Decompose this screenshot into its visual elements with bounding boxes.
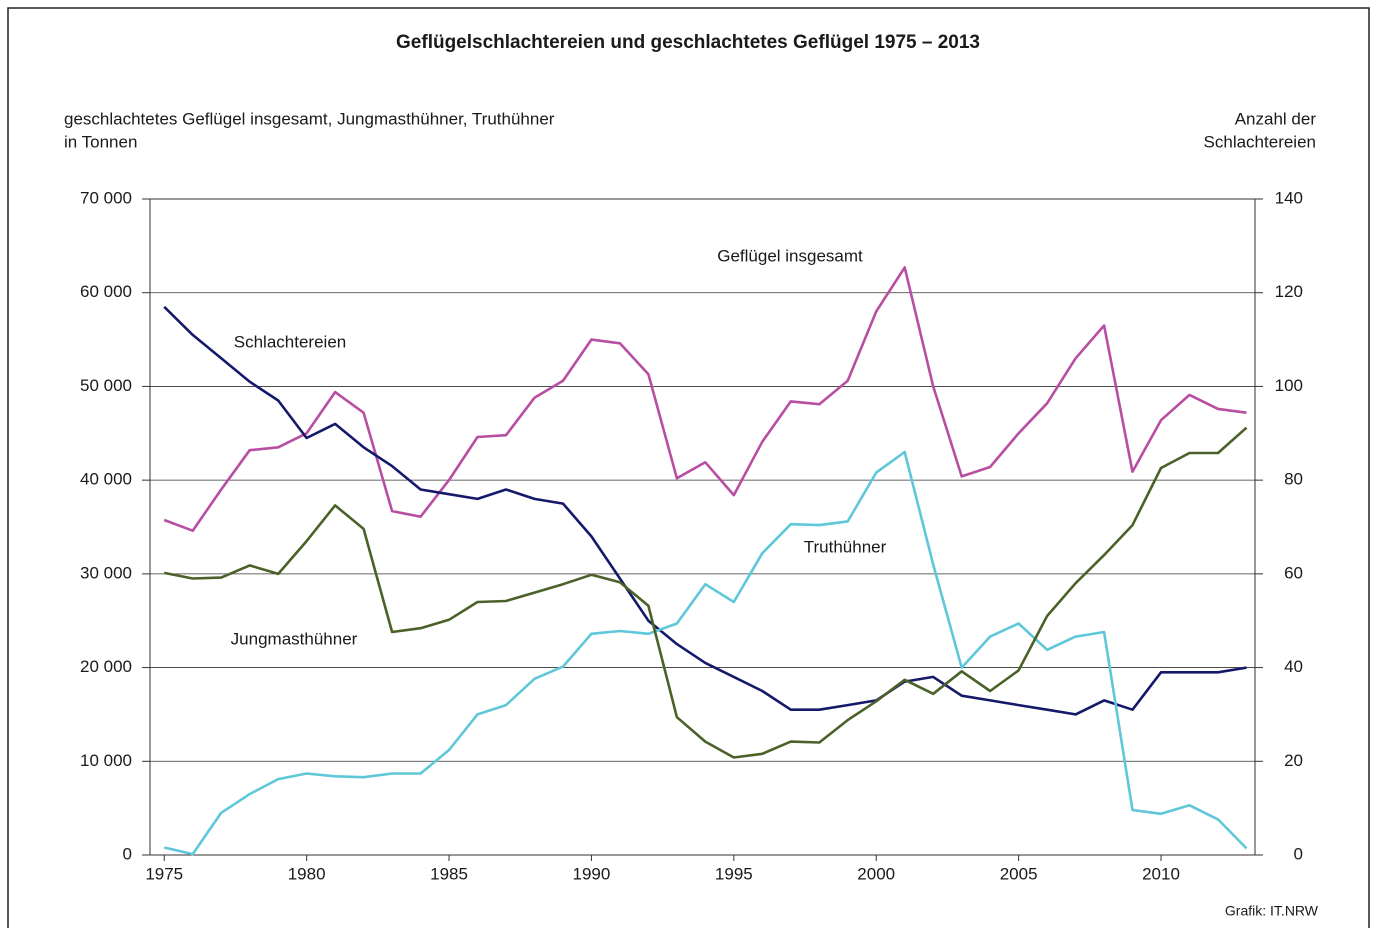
x-tick-label: 2010 bbox=[1142, 864, 1180, 883]
series-label: Schlachtereien bbox=[234, 332, 346, 351]
y2-tick-label: 140 bbox=[1275, 188, 1303, 207]
y2-axis-label: Schlachtereien bbox=[1204, 132, 1316, 151]
series-line bbox=[163, 305, 1247, 716]
y2-tick-label: 100 bbox=[1275, 376, 1303, 395]
x-tick-label: 1980 bbox=[288, 864, 326, 883]
series-label: Jungmasthühner bbox=[231, 629, 358, 648]
y-axis-label: in Tonnen bbox=[64, 132, 137, 151]
y-tick-label: 50 000 bbox=[80, 376, 132, 395]
y2-tick-label: 20 bbox=[1284, 751, 1303, 770]
y-axis-label: geschlachtetes Geflügel insgesamt, Jungm… bbox=[64, 109, 555, 128]
series-label: Geflügel insgesamt bbox=[717, 246, 863, 265]
y2-tick-label: 0 bbox=[1294, 844, 1303, 863]
plot-border bbox=[149, 198, 1256, 856]
frame bbox=[7, 7, 1370, 928]
y2-tick-label: 40 bbox=[1284, 657, 1303, 676]
y-tick-label: 0 bbox=[123, 844, 132, 863]
x-tick-label: 1985 bbox=[430, 864, 468, 883]
y-tick-label: 70 000 bbox=[80, 188, 132, 207]
y2-tick-label: 60 bbox=[1284, 563, 1303, 582]
x-tick-label: 1990 bbox=[573, 864, 611, 883]
series-line bbox=[163, 266, 1247, 532]
series-line bbox=[163, 426, 1248, 759]
y-tick-label: 10 000 bbox=[80, 751, 132, 770]
chart-title: Geflügelschlachtereien und geschlachtete… bbox=[396, 32, 980, 53]
x-tick-label: 2005 bbox=[1000, 864, 1038, 883]
y-tick-label: 40 000 bbox=[80, 470, 132, 489]
series-line bbox=[163, 450, 1248, 856]
x-tick-label: 1975 bbox=[145, 864, 183, 883]
y-tick-label: 60 000 bbox=[80, 282, 132, 301]
x-tick-label: 2000 bbox=[857, 864, 895, 883]
y2-tick-label: 120 bbox=[1275, 282, 1303, 301]
source: Grafik: IT.NRW bbox=[1225, 903, 1319, 919]
y2-axis-label: Anzahl der bbox=[1235, 109, 1317, 128]
y2-tick-label: 80 bbox=[1284, 470, 1303, 489]
x-tick-label: 1995 bbox=[715, 864, 753, 883]
y-tick-label: 20 000 bbox=[80, 657, 132, 676]
y-tick-label: 30 000 bbox=[80, 563, 132, 582]
series-label: Truthühner bbox=[804, 537, 887, 556]
